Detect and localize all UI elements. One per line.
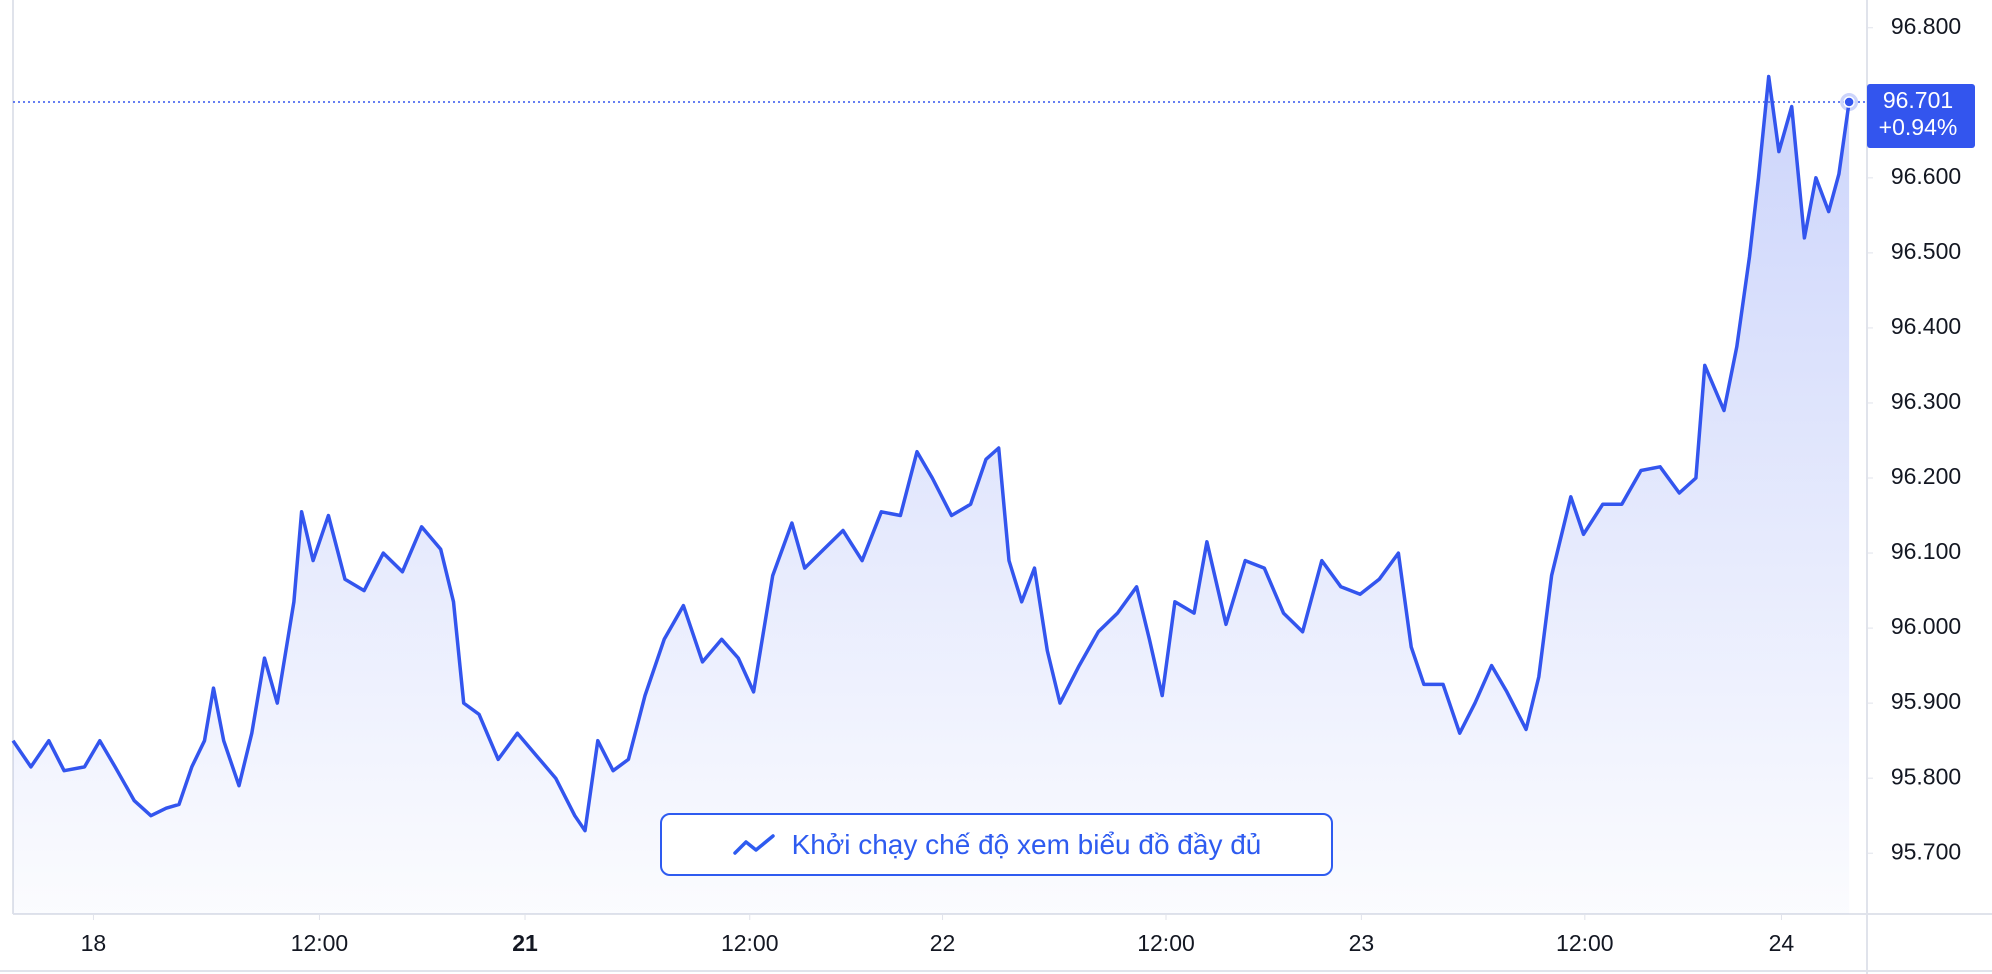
last-point xyxy=(1843,96,1855,108)
y-tick-label: 96.300 xyxy=(1891,388,1961,414)
price-line xyxy=(11,74,1851,833)
y-tick-label: 96.200 xyxy=(1891,463,1961,489)
y-tick-label: 95.800 xyxy=(1891,763,1961,789)
x-tick-label: 22 xyxy=(930,930,956,956)
price-badge-change: +0.94% xyxy=(1879,114,1958,140)
x-tick-label: 18 xyxy=(81,930,107,956)
y-tick-label: 96.100 xyxy=(1891,538,1961,564)
x-tick-label: 12:00 xyxy=(721,930,779,956)
y-tick-label: 95.900 xyxy=(1891,688,1961,714)
y-tick-label: 96.600 xyxy=(1891,163,1961,189)
x-tick-label: 23 xyxy=(1349,930,1375,956)
y-tick-label: 96.800 xyxy=(1891,13,1961,39)
x-tick-label: 12:00 xyxy=(291,930,349,956)
y-tick-label: 96.000 xyxy=(1891,613,1961,639)
y-tick-label: 95.700 xyxy=(1891,838,1961,864)
price-badge xyxy=(1867,84,1975,149)
chart-icon xyxy=(732,833,775,855)
button-label: Khởi chạy chế độ xem biểu đồ đầy đủ xyxy=(791,828,1262,860)
x-tick-label: 21 xyxy=(512,930,538,956)
x-tick-label: 12:00 xyxy=(1556,930,1614,956)
y-tick-label: 96.500 xyxy=(1891,238,1961,264)
area xyxy=(13,76,1850,914)
x-tick-label: 24 xyxy=(1769,930,1795,956)
x-tick-label: 12:00 xyxy=(1137,930,1195,956)
y-tick-label: 96.400 xyxy=(1891,313,1961,339)
full-chart-button[interactable]: Khởi chạy chế độ xem biểu đồ đầy đủ xyxy=(660,813,1333,876)
price-badge-value: 96.701 xyxy=(1883,87,1953,113)
